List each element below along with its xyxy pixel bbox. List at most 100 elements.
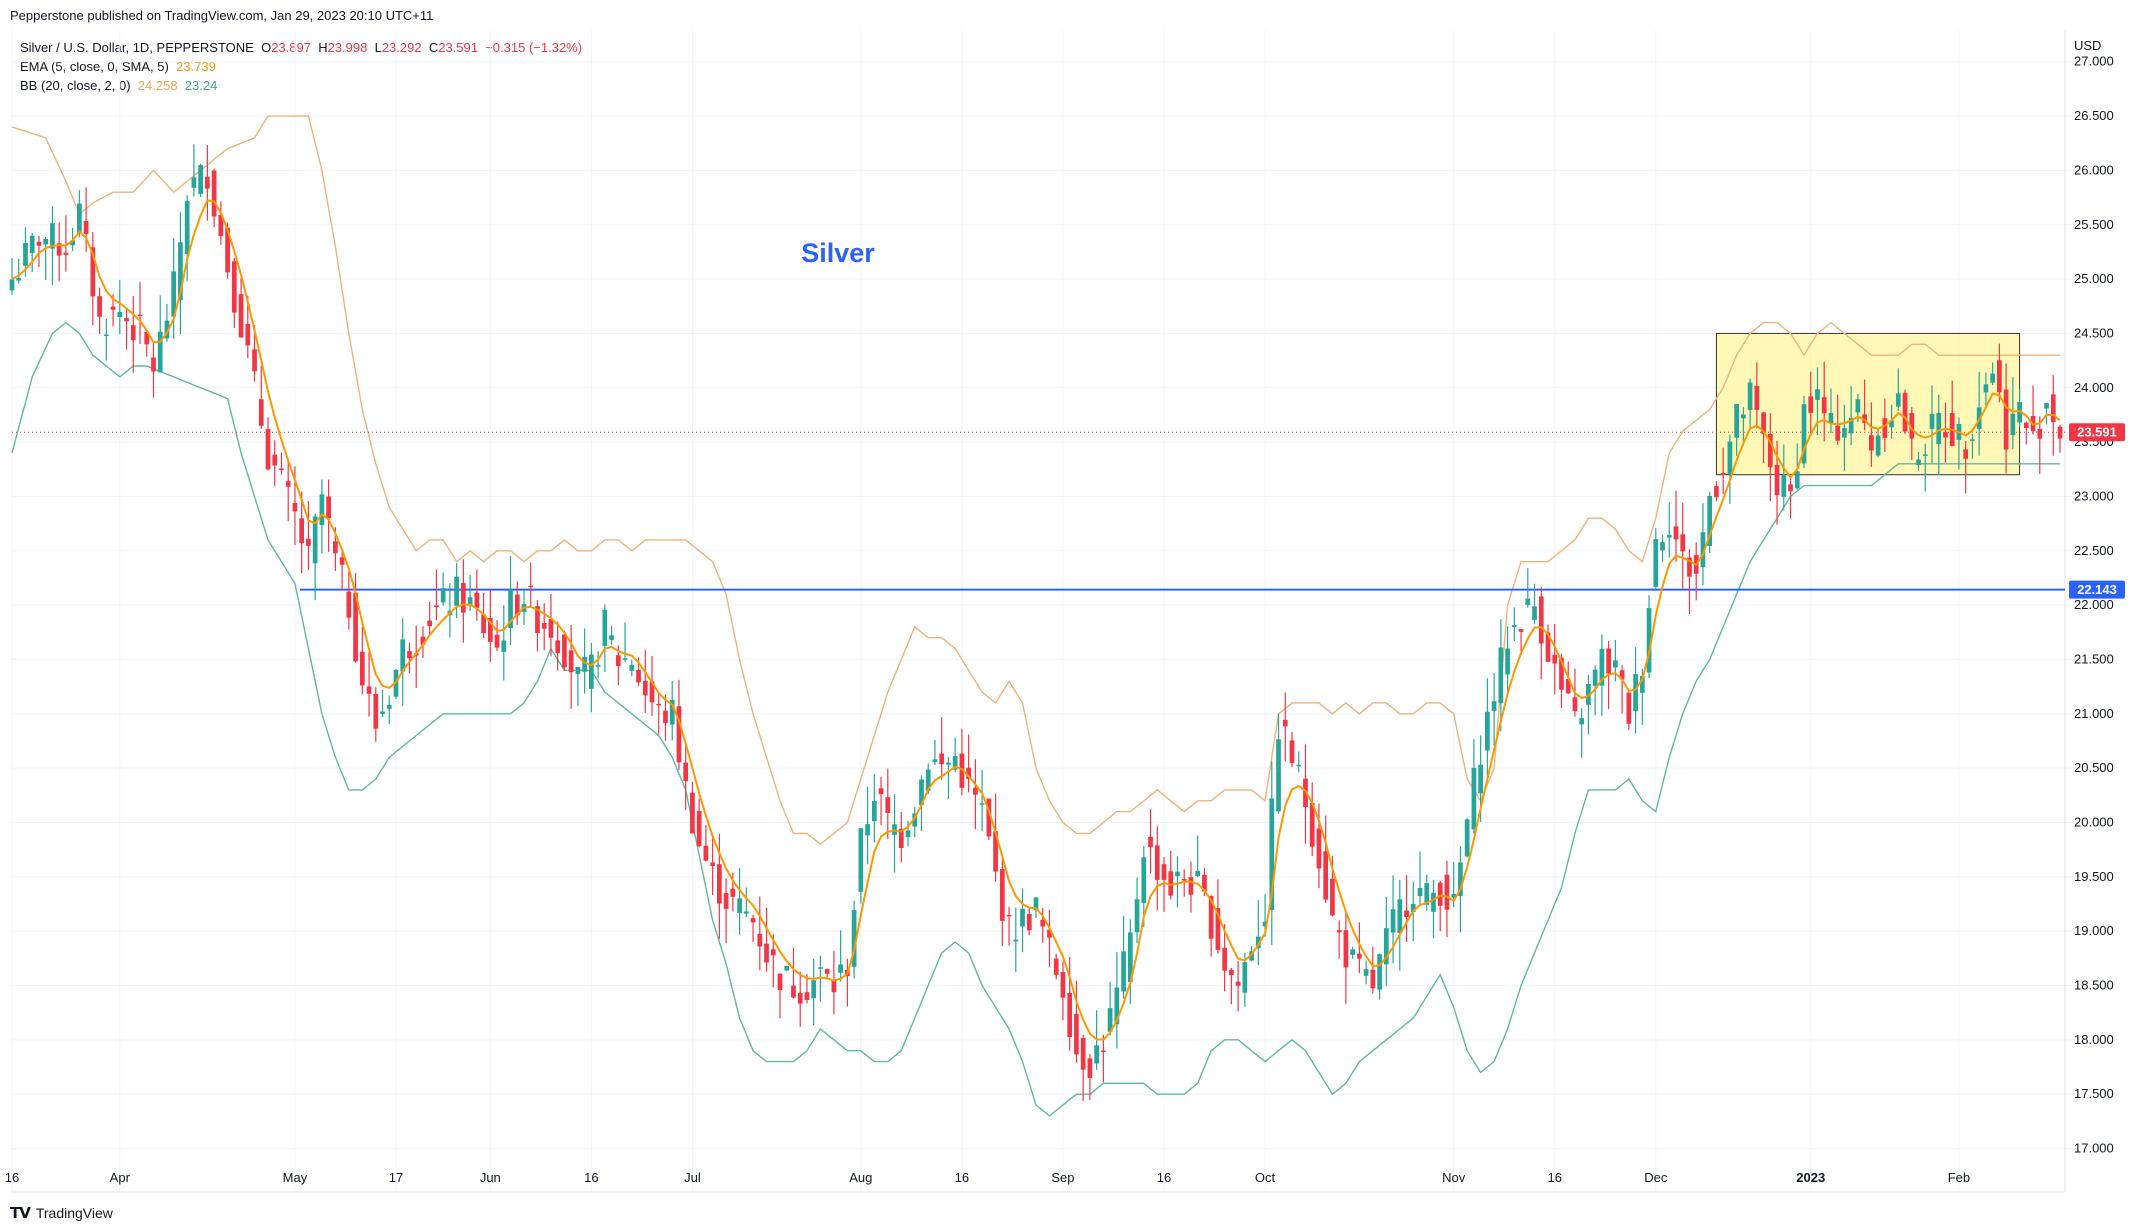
- high-value: 23.998: [327, 40, 368, 55]
- candle: [1363, 960, 1369, 985]
- candle: [885, 768, 891, 840]
- candle: [858, 828, 864, 904]
- ema-label: EMA (5, close, 0, SMA, 5): [20, 59, 169, 74]
- candle: [1397, 879, 1403, 971]
- candle: [568, 624, 574, 709]
- candle: [326, 479, 331, 552]
- support-level-layer: [12, 431, 2065, 591]
- x-tick-label: 16: [1157, 1170, 1171, 1185]
- candle: [1599, 634, 1605, 716]
- candle: [1835, 394, 1841, 445]
- x-tick-label: 2023: [1796, 1170, 1825, 1185]
- symbol-name[interactable]: Silver / U.S. Dollar, 1D, PEPPERSTONE: [20, 40, 254, 55]
- candle: [541, 603, 547, 651]
- candle: [1074, 980, 1079, 1063]
- x-tick-label: Nov: [1442, 1170, 1466, 1185]
- candle: [1107, 981, 1113, 1036]
- candle: [178, 212, 183, 335]
- candle: [2003, 363, 2009, 474]
- candle: [1700, 503, 1706, 586]
- range-box-layer: [1715, 332, 2021, 476]
- candle: [1013, 907, 1019, 973]
- candle: [575, 666, 581, 706]
- candle: [1444, 860, 1450, 938]
- candle: [1060, 961, 1066, 1021]
- candle: [285, 462, 291, 522]
- bb-label: BB (20, close, 2, 0): [20, 78, 131, 93]
- candle: [231, 257, 237, 328]
- x-tick-label: Oct: [1255, 1170, 1276, 1185]
- candle: [555, 621, 561, 671]
- bb-row[interactable]: BB (20, close, 2, 0) 24.258 23.24: [20, 76, 582, 95]
- footer-brand[interactable]: TradingView: [35, 1205, 113, 1221]
- candle: [1579, 708, 1585, 758]
- ema-row[interactable]: EMA (5, close, 0, SMA, 5) 23.739: [20, 57, 582, 76]
- candle: [602, 604, 608, 672]
- candle: [986, 798, 992, 841]
- candle: [43, 236, 49, 281]
- candle: [1289, 731, 1295, 767]
- bb-upper-line: [11, 115, 2060, 846]
- candle: [353, 573, 358, 663]
- x-tick-label: 16: [584, 1170, 598, 1185]
- candle: [892, 794, 897, 873]
- x-tick-label: Dec: [1644, 1170, 1668, 1185]
- y-tick-label: 27.000: [2074, 54, 2114, 69]
- candlestick-series: [9, 144, 2063, 1102]
- candle: [1869, 402, 1874, 467]
- level-price-badge: 22.143: [2069, 580, 2125, 599]
- candle: [494, 620, 500, 651]
- time-axis[interactable]: 16 Apr May 17 Jun 16 Jul Aug 16 Sep 16 Oct Nov 16 Dec 2…: [5, 1170, 1970, 1185]
- candle: [258, 365, 264, 429]
- candle: [319, 479, 325, 554]
- candle: [1255, 900, 1261, 966]
- candle: [501, 605, 507, 681]
- candle: [130, 296, 136, 373]
- candle: [1842, 404, 1847, 471]
- candle: [124, 309, 129, 350]
- candle: [622, 622, 628, 663]
- candle: [1188, 861, 1194, 913]
- candle: [1895, 368, 1901, 411]
- candle: [461, 559, 466, 643]
- candle: [703, 824, 709, 862]
- open-value: 23.897: [271, 40, 311, 55]
- candle: [959, 728, 965, 796]
- candle: [1963, 440, 1969, 494]
- candle: [1586, 674, 1591, 735]
- candle: [144, 331, 150, 357]
- candle: [1801, 395, 1807, 468]
- candle: [1875, 428, 1881, 457]
- candle: [1552, 624, 1558, 695]
- candle: [696, 798, 702, 848]
- candle: [1417, 851, 1423, 906]
- consolidation-range-box[interactable]: [1715, 332, 2021, 476]
- bb-value-upper: 24.258: [137, 78, 178, 93]
- candle: [1323, 815, 1329, 904]
- candle: [1181, 869, 1187, 897]
- candle: [831, 951, 837, 1015]
- candle: [238, 278, 244, 338]
- price-axis[interactable]: 17.000 17.500 18.000 18.500 19.000 19.500 20.0…: [2069, 54, 2125, 1156]
- svg-text:22.143: 22.143: [2077, 582, 2117, 597]
- grid-lines: [11, 30, 2085, 1193]
- y-tick-label: 24.500: [2074, 325, 2114, 340]
- candle: [386, 695, 392, 725]
- y-tick-label: 22.000: [2074, 597, 2114, 612]
- candle: [2023, 421, 2029, 445]
- candle: [1404, 875, 1409, 943]
- close-label: C: [428, 40, 439, 55]
- candle: [737, 868, 742, 935]
- candle: [656, 694, 662, 735]
- candle: [1269, 761, 1275, 945]
- tradingview-logo-icon[interactable]: 𝗧𝗩: [10, 1205, 31, 1222]
- candle: [117, 279, 123, 335]
- candle: [1687, 549, 1692, 615]
- candle: [400, 618, 406, 706]
- candle: [1437, 880, 1443, 932]
- candle: [1121, 916, 1126, 999]
- candle: [784, 965, 790, 972]
- candle: [1195, 835, 1201, 878]
- x-tick-label: Jul: [684, 1170, 701, 1185]
